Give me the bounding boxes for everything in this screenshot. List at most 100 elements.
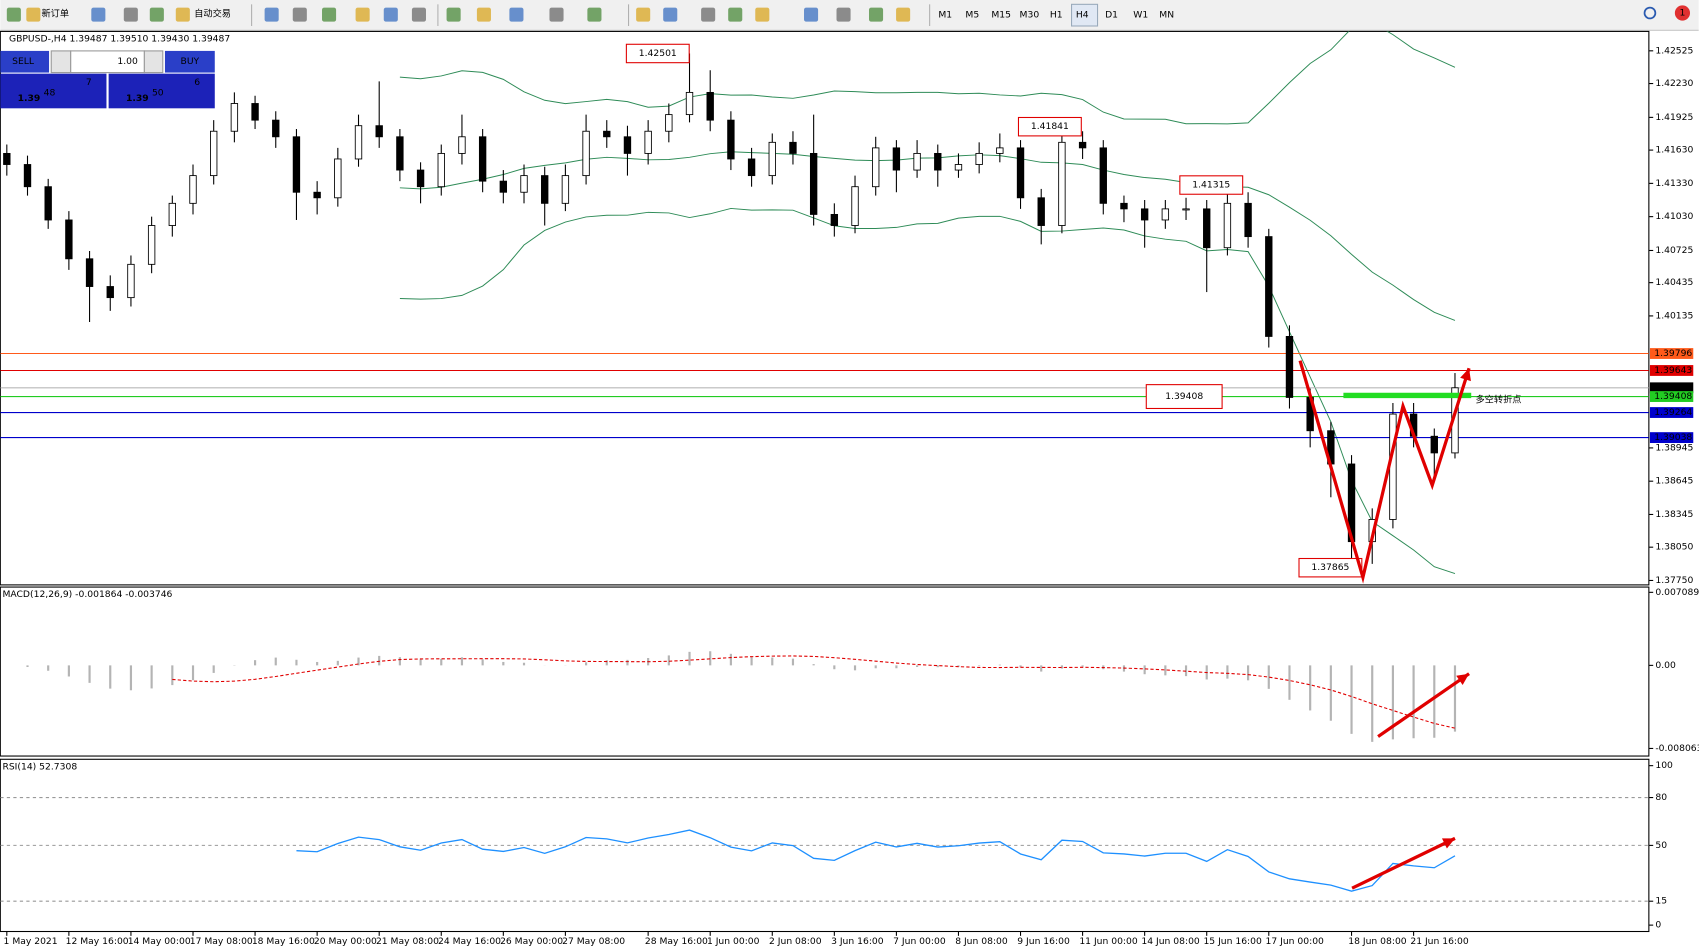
x-tick-label: 18 May 16:00 bbox=[252, 936, 315, 947]
candle-body bbox=[23, 164, 32, 188]
toolbar-icon[interactable] bbox=[755, 7, 770, 22]
candle-body bbox=[892, 147, 901, 171]
toolbar-icon[interactable] bbox=[476, 7, 491, 22]
level-callout-box bbox=[1145, 384, 1223, 410]
toolbar-icon[interactable] bbox=[728, 7, 743, 22]
rsi-line bbox=[296, 829, 1456, 892]
y-tick-label: 1.38645 bbox=[1655, 476, 1693, 487]
y-tick-label: 1.38945 bbox=[1655, 442, 1693, 453]
y-tick-label: 1.38050 bbox=[1655, 542, 1693, 553]
x-tick-label: 17 May 08:00 bbox=[190, 936, 253, 947]
candle-body bbox=[65, 219, 73, 260]
rsi-plot bbox=[0, 797, 1649, 902]
timeframe-button[interactable]: M30 bbox=[1020, 10, 1040, 21]
timeframe-button[interactable]: D1 bbox=[1105, 10, 1118, 21]
toolbar-icon[interactable] bbox=[663, 7, 678, 22]
candle-body bbox=[996, 147, 1004, 154]
toolbar-icon[interactable] bbox=[175, 7, 190, 22]
candle-body bbox=[1430, 435, 1438, 454]
candle-body bbox=[851, 186, 859, 226]
macd-plot bbox=[26, 651, 1457, 742]
price-level-tag bbox=[1649, 382, 1694, 394]
toolbar-icon[interactable] bbox=[446, 7, 461, 22]
notification-count: 1 bbox=[1680, 7, 1686, 18]
x-tick-label: 1 May 2021 bbox=[4, 936, 58, 947]
buy-label: BUY bbox=[181, 56, 200, 67]
toolbar-icon[interactable] bbox=[149, 7, 164, 22]
toolbar-icon[interactable] bbox=[804, 7, 819, 22]
main-pane bbox=[0, 30, 1650, 586]
toolbar-icon[interactable] bbox=[549, 7, 564, 22]
candle-body bbox=[727, 119, 735, 160]
toolbar-icon[interactable] bbox=[896, 7, 911, 22]
bid-price-box[interactable] bbox=[0, 73, 107, 109]
bid-price-small: 7 bbox=[86, 77, 92, 88]
toolbar-icon[interactable] bbox=[836, 7, 851, 22]
toolbar-icon[interactable] bbox=[411, 7, 426, 22]
ask-price-box[interactable] bbox=[108, 73, 215, 109]
toolbar-icon[interactable] bbox=[26, 7, 41, 22]
candle-body bbox=[768, 141, 776, 177]
candle-body bbox=[210, 130, 218, 177]
toolbar-icon[interactable] bbox=[383, 7, 398, 22]
candle-body bbox=[1203, 208, 1211, 249]
price-label-box bbox=[1017, 116, 1082, 137]
price-label-box bbox=[625, 43, 690, 64]
price-arrow bbox=[1298, 360, 1471, 584]
price-arrow-head bbox=[1460, 368, 1471, 382]
timeframe-button[interactable]: MN bbox=[1159, 10, 1174, 21]
timeframe-button[interactable]: H4 bbox=[1076, 10, 1089, 21]
y-tick-label: 80 bbox=[1655, 792, 1667, 803]
y-tick-label: 1.41630 bbox=[1655, 145, 1693, 156]
price-label-box bbox=[1179, 175, 1244, 195]
price-level-label: 1.39038 bbox=[1654, 432, 1692, 443]
new-order-button[interactable]: 新订单 bbox=[41, 8, 69, 20]
toolbar-icon[interactable] bbox=[701, 7, 716, 22]
x-tick-label: 14 Jun 08:00 bbox=[1141, 936, 1200, 947]
candle-body bbox=[85, 258, 94, 287]
lot-spinner-up[interactable] bbox=[143, 50, 164, 74]
y-tick-label: 15 bbox=[1655, 896, 1667, 907]
timeframe-button[interactable]: W1 bbox=[1133, 10, 1148, 21]
toolbar-icon[interactable] bbox=[6, 7, 21, 22]
y-tick-label: 1.40435 bbox=[1655, 277, 1693, 288]
candle-body bbox=[520, 175, 528, 193]
toolbar-icon[interactable] bbox=[264, 7, 279, 22]
buy-button[interactable] bbox=[164, 50, 215, 73]
candle-body bbox=[44, 186, 52, 221]
timeframe-button[interactable]: H1 bbox=[1050, 10, 1063, 21]
toolbar-icon[interactable] bbox=[868, 7, 884, 22]
toolbar-icon[interactable] bbox=[509, 7, 524, 22]
toolbar-icon[interactable] bbox=[355, 7, 370, 22]
candle-body bbox=[1389, 413, 1397, 520]
toolbar-icon[interactable] bbox=[587, 7, 602, 22]
candle-body bbox=[416, 169, 425, 188]
candle-body bbox=[830, 213, 839, 226]
toolbar-icon[interactable] bbox=[636, 7, 651, 22]
main-plot bbox=[0, 31, 1649, 575]
lot-value: 1.00 bbox=[117, 56, 138, 67]
lot-spinner-down[interactable] bbox=[50, 50, 72, 74]
sell-button[interactable] bbox=[0, 50, 50, 73]
candle-body bbox=[1099, 147, 1107, 204]
price-level-label: 1.39264 bbox=[1654, 407, 1692, 418]
toolbar-icon[interactable] bbox=[292, 7, 307, 22]
toolbar-icon[interactable] bbox=[91, 7, 106, 22]
auto-trading-button[interactable]: 自动交易 bbox=[194, 8, 231, 20]
toolbar-icon[interactable] bbox=[123, 7, 138, 22]
timeframe-button[interactable]: M15 bbox=[991, 10, 1011, 21]
candle-body bbox=[230, 103, 239, 132]
candle-body bbox=[272, 119, 280, 138]
candle-body bbox=[582, 130, 590, 177]
toolbar-icon[interactable] bbox=[322, 7, 337, 22]
notification-badge[interactable] bbox=[1674, 5, 1691, 21]
timeframe-button[interactable]: M1 bbox=[938, 10, 952, 21]
candle-body bbox=[1140, 208, 1149, 221]
candle-body bbox=[375, 125, 383, 138]
search-icon[interactable] bbox=[1643, 6, 1657, 20]
ask-price-big: 1.39 bbox=[126, 93, 149, 104]
timeframe-button[interactable]: M5 bbox=[965, 10, 979, 21]
price-level-tag bbox=[1649, 432, 1694, 444]
